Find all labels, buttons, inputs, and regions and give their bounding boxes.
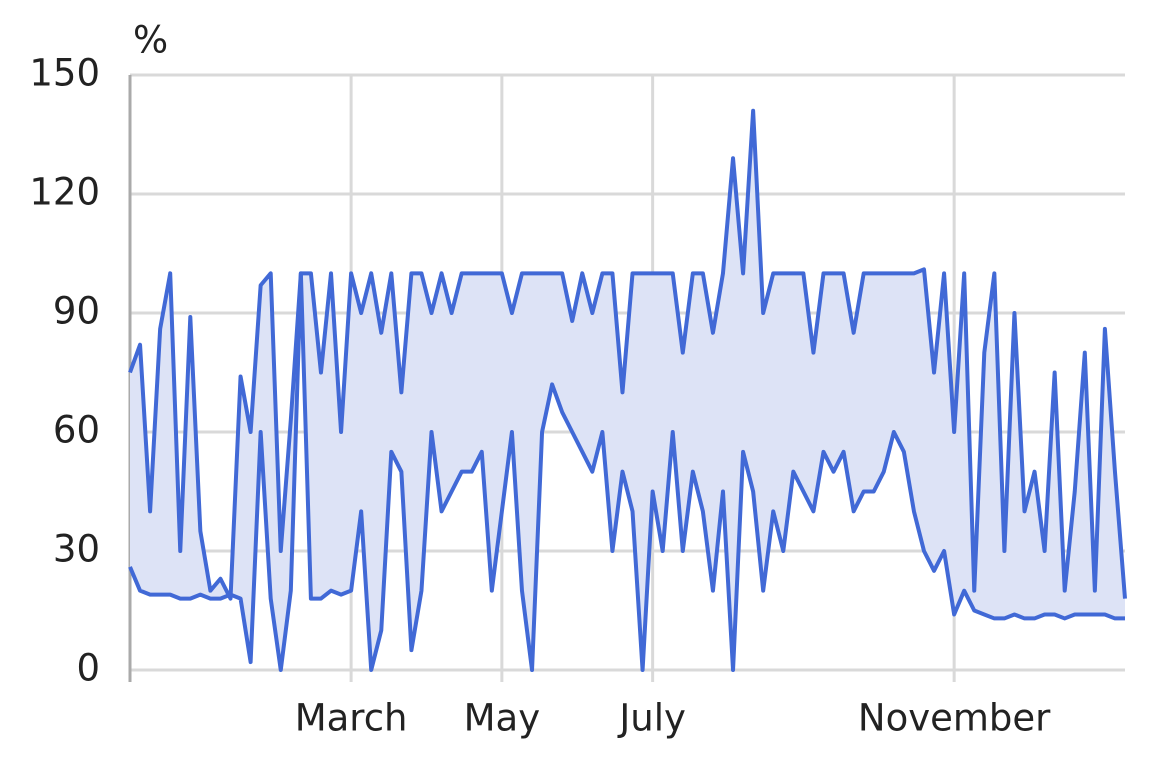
y-tick-label: 0 xyxy=(76,647,100,690)
y-tick-label: 60 xyxy=(53,409,100,452)
x-tick-label: March xyxy=(295,697,408,740)
y-tick-label: 90 xyxy=(53,290,100,333)
y-axis-unit: % xyxy=(133,19,168,62)
x-tick-label: November xyxy=(858,697,1051,740)
y-tick-label: 120 xyxy=(29,171,100,214)
range-band xyxy=(130,110,1125,670)
y-tick-label: 30 xyxy=(53,528,100,571)
series-line xyxy=(128,271,1125,672)
x-tick-label: July xyxy=(617,697,686,740)
series-line xyxy=(128,108,1127,601)
x-tick-label: May xyxy=(464,697,541,740)
y-tick-label: 150 xyxy=(29,52,100,95)
